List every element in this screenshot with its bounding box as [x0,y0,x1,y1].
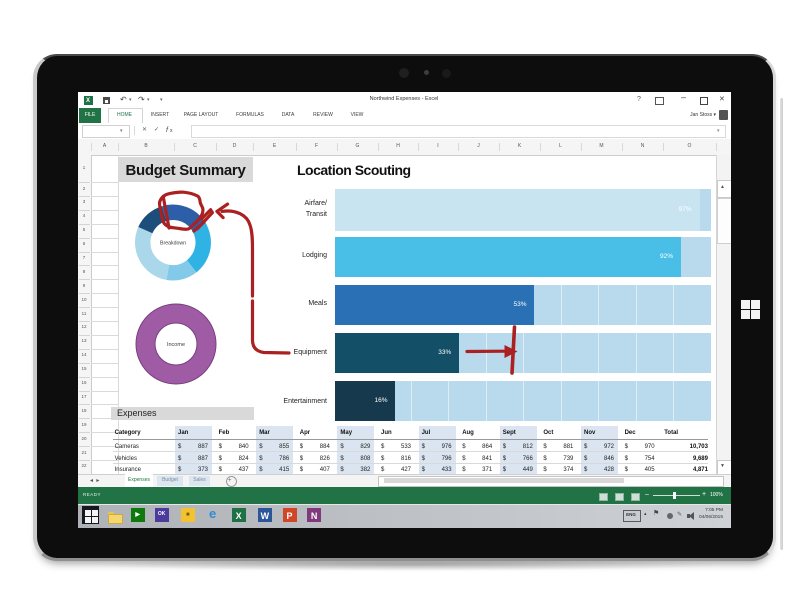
svg-text:Breakdown: Breakdown [160,241,186,247]
svg-text:Income: Income [167,342,185,348]
